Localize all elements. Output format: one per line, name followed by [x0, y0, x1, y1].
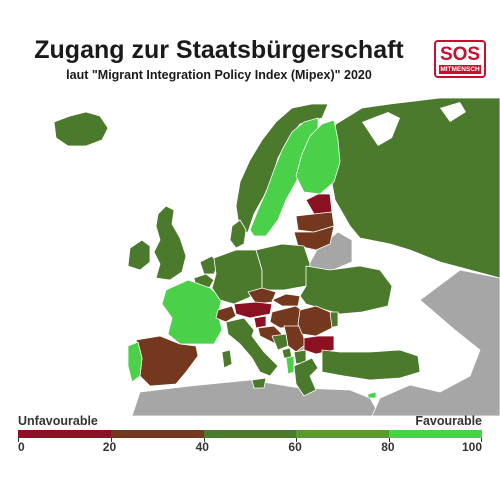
legend-tick-label: 100	[461, 440, 482, 454]
logo-main-text: SOS	[439, 44, 481, 65]
europe-map	[53, 97, 500, 416]
legend-color-segment	[18, 430, 111, 438]
legend-color-segment	[296, 430, 390, 438]
region-france	[161, 279, 223, 345]
region-portugal	[127, 341, 143, 383]
region-ukraine	[299, 265, 393, 315]
region-cyprus	[367, 391, 377, 399]
region-middle-east	[371, 269, 500, 416]
legend-tick-label: 80	[381, 440, 395, 454]
region-bosnia	[271, 333, 289, 351]
region-north-africa	[131, 379, 381, 416]
region-switzerland	[215, 305, 237, 323]
region-czechia	[247, 287, 277, 305]
region-bulgaria	[303, 335, 335, 355]
region-slovenia	[253, 315, 267, 329]
region-poland	[255, 243, 311, 291]
region-iceland	[53, 111, 109, 147]
legend-color-segment	[110, 430, 204, 438]
region-finland	[295, 119, 341, 195]
region-sicily	[251, 377, 267, 389]
legend-tick-label: 40	[195, 440, 209, 454]
region-germany	[211, 249, 263, 305]
legend-high-label: Favourable	[415, 414, 482, 428]
legend-low-label: Unfavourable	[18, 414, 98, 428]
region-slovakia	[271, 293, 301, 307]
map-subtitle: laut "Migrant Integration Policy Index (…	[66, 68, 372, 82]
region-russia	[327, 97, 500, 279]
legend-color-segment	[203, 430, 297, 438]
region-denmark	[229, 219, 247, 249]
region-italy	[225, 317, 279, 377]
region-white-sea	[362, 112, 400, 146]
region-sardinia	[221, 349, 233, 369]
region-greece	[293, 357, 319, 397]
legend-color-segment	[389, 430, 482, 438]
region-estonia	[305, 193, 333, 215]
legend-ticks: 0 20 40 60 80 100	[18, 438, 482, 462]
logo-sub-text: MITMENSCH	[439, 65, 481, 74]
region-albania	[285, 355, 295, 375]
region-ireland	[127, 239, 151, 271]
region-great-britain	[153, 205, 187, 281]
region-austria	[233, 301, 273, 319]
region-norway	[235, 103, 329, 233]
legend-tick-label: 60	[288, 440, 302, 454]
legend-tick-label: 20	[102, 440, 117, 454]
region-romania	[297, 305, 333, 337]
region-arctic-inlet	[440, 102, 466, 122]
legend-tick-label: 0	[18, 440, 25, 454]
region-turkey	[321, 349, 421, 381]
map-title: Zugang zur Staatsbürgerschaft	[34, 36, 404, 64]
legend-color-scale	[18, 430, 482, 438]
sos-mitmensch-logo: SOS MITMENSCH	[434, 40, 486, 78]
